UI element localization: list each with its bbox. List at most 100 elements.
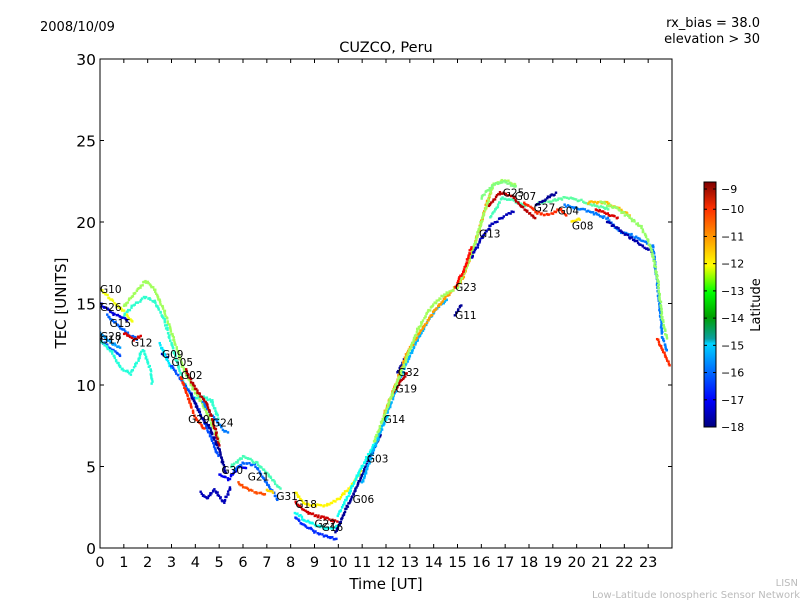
x-tick-label: 20 [567,555,585,571]
track-point [613,215,615,217]
track-point [390,401,392,403]
track-point [512,211,514,213]
track-point [195,403,197,405]
track-point [212,404,214,406]
satellite-label: G29 [188,414,210,426]
track-point [196,406,198,408]
track-point [357,474,359,476]
track-point [663,352,665,354]
track-point [138,357,140,359]
x-tick-label: 15 [448,555,466,571]
track-point [427,319,429,321]
track-point [256,492,258,494]
track-point [647,240,649,242]
track-point [653,260,655,262]
track-point [662,321,664,323]
x-tick-label: 17 [496,555,514,571]
track-point [225,430,227,432]
track-point [497,206,499,208]
track-point [162,307,164,309]
track-point [561,198,563,200]
track-point [320,504,322,506]
track-point [270,477,272,479]
track-point [655,266,657,268]
track-point [301,516,303,518]
track-point [645,236,647,238]
track-point [652,246,654,248]
track-point [213,488,215,490]
track-point [657,287,659,289]
x-tick-label: 6 [238,555,247,571]
track-point [119,355,121,357]
track-point [364,475,366,477]
track-point [257,468,259,470]
track-point [137,301,139,303]
track-point [225,496,227,498]
track-point [526,210,528,212]
track-point [483,212,485,214]
track-point [527,204,529,206]
track-point [499,193,501,195]
track-point [448,290,450,292]
track-point [630,236,632,238]
track-point [442,300,444,302]
track-point [391,391,393,393]
track-point [475,241,477,243]
satellite-label: G19 [396,383,418,395]
track-point [507,180,509,182]
track-point [410,344,412,346]
track-point [253,462,255,464]
track-point [499,191,501,193]
track-point [216,491,218,493]
x-tick-label: 13 [401,555,419,571]
x-tick-label: 5 [215,555,224,571]
track-point [340,496,342,498]
track-point [488,189,490,191]
track-point [431,314,433,316]
track-point [642,228,644,230]
track-point [413,346,415,348]
track-point [609,222,611,224]
track-point [603,215,605,217]
track-point [660,301,662,303]
track-point [477,244,479,246]
track-point [166,329,168,331]
track-point [426,322,428,324]
track-point [334,500,336,502]
track-point [435,307,437,309]
track-point [337,513,339,515]
track-point [374,438,376,440]
track-point [638,225,640,227]
track-point [428,317,430,319]
track-point [134,292,136,294]
track-point [211,433,213,435]
track-point [193,385,195,387]
x-tick-label: 10 [329,555,347,571]
track-point [494,198,496,200]
track-point [553,194,555,196]
track-point [344,511,346,513]
track-point [173,339,175,341]
track-point [211,440,213,442]
track-point [206,399,208,401]
track-point [397,379,399,381]
satellite-label: G24 [212,417,234,429]
track-point [362,479,364,481]
y-tick-label: 5 [86,459,96,477]
track-point [480,223,482,225]
track-point [419,332,421,334]
x-tick-label: 18 [520,555,538,571]
elevation-note: elevation > 30 [664,32,760,47]
satellite-label: G32 [398,367,420,379]
footer-brand: LISN [776,578,798,589]
colorbar-tick-label: −18 [721,421,744,434]
track-point [343,493,345,495]
track-point [642,231,644,233]
x-tick-label: 14 [424,555,442,571]
track-point [229,478,231,480]
satellite-label: G23 [455,282,477,294]
colorbar-label: Latitude [749,278,764,332]
track-point [612,206,614,208]
track-point [660,324,662,326]
y-tick-label: 20 [76,214,96,232]
